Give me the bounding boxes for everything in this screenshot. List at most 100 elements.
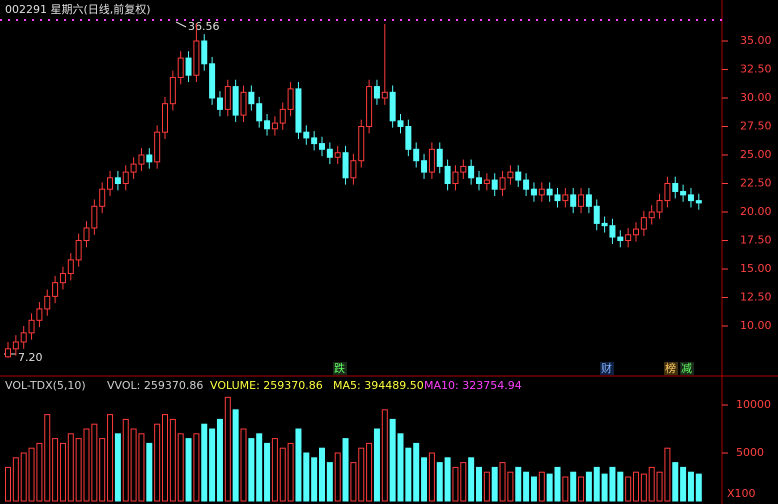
volume-bar <box>256 433 263 502</box>
volume-bar <box>122 418 129 502</box>
volume-bar <box>162 414 168 502</box>
volume-bar <box>421 457 428 502</box>
candle-body <box>209 63 216 99</box>
volume-bar <box>381 409 388 502</box>
volume-bar <box>271 438 278 502</box>
volume-bar <box>232 409 239 502</box>
volume-bar <box>350 462 357 502</box>
unit-label: X100 <box>727 487 756 500</box>
volume-bar <box>279 447 286 502</box>
candle-body <box>232 86 239 116</box>
candle-body <box>554 194 561 202</box>
volume-bar <box>491 466 498 502</box>
volume-bar <box>593 466 600 502</box>
candle-body <box>428 148 435 173</box>
volume-bar <box>28 447 35 502</box>
candle-body <box>687 194 694 202</box>
candle-body <box>664 183 671 202</box>
candle-body <box>601 222 608 227</box>
candle-body <box>177 57 184 78</box>
candle-body <box>83 227 90 242</box>
y-tick-label: 32.50 <box>740 62 772 75</box>
volume-bar <box>664 447 671 502</box>
candle-body <box>507 171 514 179</box>
candle-body <box>20 332 27 343</box>
volume-bar <box>413 442 420 502</box>
candle-body <box>640 217 647 230</box>
volume-bar <box>530 476 537 502</box>
marker-box <box>664 362 678 375</box>
volume-bar <box>319 447 325 502</box>
y-tick-label: 17.50 <box>740 234 772 247</box>
volume-bar <box>538 471 545 502</box>
volume-bar <box>177 433 184 502</box>
candle-body <box>617 236 624 242</box>
volume-bar <box>75 438 82 502</box>
volume-bar <box>695 473 702 502</box>
candle-body <box>326 148 333 158</box>
volume-bar <box>326 462 333 502</box>
volume-bar <box>648 466 655 502</box>
candle-body <box>342 152 349 179</box>
candle-body <box>633 228 639 236</box>
candle-body <box>5 348 11 358</box>
marker-box <box>600 362 614 375</box>
candle-body <box>452 171 459 185</box>
volume-bar <box>507 471 514 502</box>
volume-bar <box>36 442 43 502</box>
volume-bar <box>311 457 318 502</box>
y-tick-label: 27.50 <box>740 119 772 132</box>
candle-body <box>303 131 310 139</box>
marker-box <box>333 362 347 375</box>
candle-body <box>648 211 655 219</box>
candle-body <box>562 194 569 202</box>
high-label: 36.56 <box>188 20 220 33</box>
volume-bar <box>373 428 380 502</box>
y-tick-label: 20.00 <box>740 205 772 218</box>
volume-bar <box>523 471 530 502</box>
candle-body <box>319 143 325 150</box>
candle-body <box>350 160 357 179</box>
volume-bar <box>107 414 114 502</box>
candle-body <box>570 194 577 207</box>
candle-body <box>248 91 255 105</box>
candle-body <box>585 194 592 207</box>
candle-body <box>240 91 247 116</box>
candle-body <box>593 205 600 224</box>
high-arrow <box>175 21 187 28</box>
candle-body <box>154 131 161 163</box>
ma10-label: MA10: 323754.94 <box>424 379 522 392</box>
event-marker: 榜 <box>665 361 676 375</box>
volume-bar <box>633 471 639 502</box>
volume-bar <box>389 418 396 502</box>
candle-body <box>530 188 537 196</box>
volume-bar <box>656 471 663 502</box>
volume-bar <box>130 428 137 502</box>
candle-body <box>444 165 451 185</box>
volume-bar <box>216 418 223 502</box>
y-tick-label: 10000 <box>736 398 771 411</box>
volume-bar <box>444 457 451 502</box>
candle-body <box>476 177 482 185</box>
volume-bar <box>680 466 687 502</box>
ma5-label: MA5: 394489.50 <box>333 379 424 392</box>
volume-bar <box>52 438 59 502</box>
candle-body <box>695 200 702 204</box>
volume-bar <box>201 423 208 502</box>
candle-body <box>122 171 129 185</box>
volume-bar <box>5 466 11 502</box>
candle-body <box>264 120 271 130</box>
candle-body <box>99 188 106 207</box>
y-tick-label: 35.00 <box>740 34 772 47</box>
volume-bar <box>468 457 475 502</box>
volume-bar <box>460 462 467 502</box>
volume-bar <box>342 438 349 502</box>
candle-body <box>201 40 208 65</box>
y-tick-label: 10.00 <box>740 319 772 332</box>
candle-body <box>271 122 278 130</box>
volume-bar <box>546 473 553 502</box>
candle-body <box>373 86 380 99</box>
volume-bar <box>640 473 647 502</box>
candle-body <box>413 148 420 162</box>
